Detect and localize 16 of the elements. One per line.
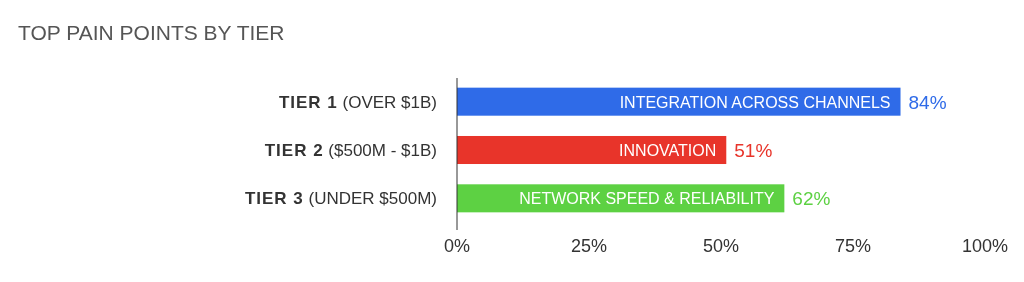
y-tick-label: TIER 2 ($500M - $1B) xyxy=(264,141,437,160)
data-label: 62% xyxy=(792,188,831,210)
x-tick-label: 75% xyxy=(834,236,872,256)
y-tick-label: TIER 3 (UNDER $500M) xyxy=(244,189,437,209)
x-tick-label: 0% xyxy=(443,236,471,256)
annotation: NETWORK SPEED & RELIABILITY xyxy=(519,190,775,208)
y-tick-label: TIER 1 (OVER $1B) xyxy=(278,92,437,112)
x-tick-label: 50% xyxy=(702,236,740,256)
x-tick-label: 100% xyxy=(961,236,1009,256)
annotation: INTEGRATION ACROSS CHANNELS xyxy=(619,93,891,111)
text: TOP PAIN POINTS BY TIER xyxy=(18,21,285,44)
annotation: INNOVATION xyxy=(619,142,717,159)
data-label: 51% xyxy=(734,140,773,161)
x-tick-label: 25% xyxy=(570,236,608,256)
data-label: 84% xyxy=(908,91,947,113)
bar xyxy=(457,135,727,165)
